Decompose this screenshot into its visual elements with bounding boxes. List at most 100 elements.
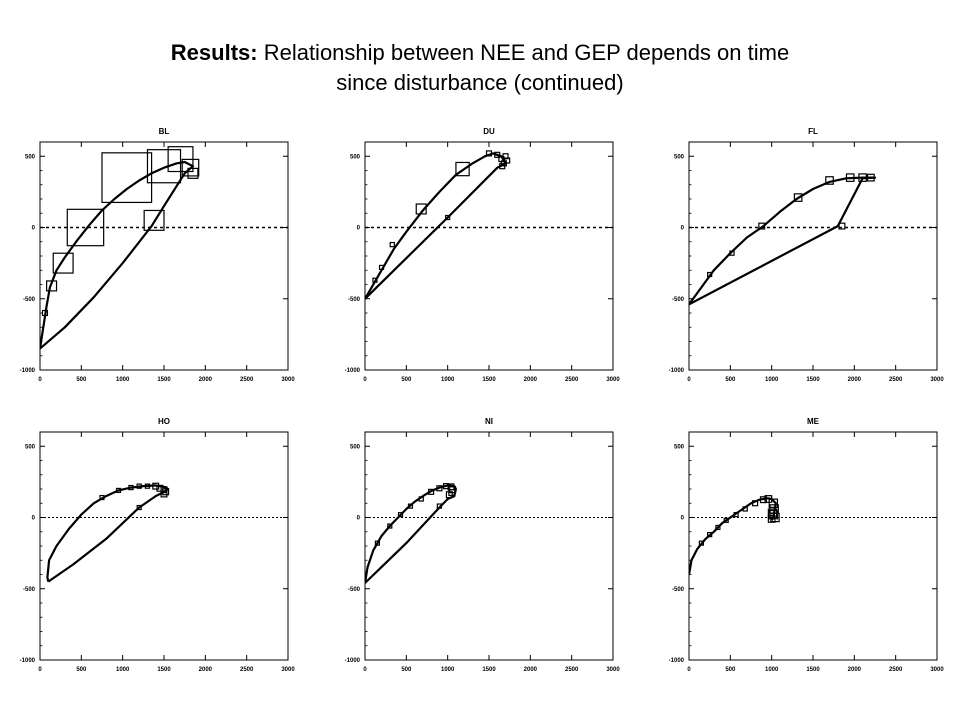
data-marker [160, 486, 168, 494]
y-tick-label: -500 [672, 297, 685, 303]
x-tick-label: 0 [363, 667, 367, 673]
slide-title: Results: Relationship between NEE and GE… [0, 38, 960, 98]
data-marker [485, 150, 493, 157]
data-marker [436, 485, 443, 492]
x-tick-label: 3000 [930, 377, 944, 383]
data-marker [499, 163, 506, 170]
data-marker [101, 152, 153, 204]
x-tick-label: 2000 [524, 377, 538, 383]
data-marker [143, 209, 165, 231]
x-tick-label: 3000 [281, 377, 295, 383]
x-tick-label: 2500 [565, 667, 579, 673]
y-tick-label: -500 [672, 587, 685, 593]
x-tick-label: 1000 [116, 667, 130, 673]
y-tick-label: -1000 [20, 368, 36, 374]
data-marker [838, 222, 846, 230]
x-tick-label: 3000 [606, 377, 620, 383]
x-tick-label: 2500 [240, 667, 254, 673]
data-marker [136, 504, 142, 511]
x-tick-label: 1000 [765, 377, 779, 383]
data-marker [152, 482, 160, 490]
data-marker [715, 524, 721, 531]
y-tick-label: 0 [357, 226, 361, 232]
data-marker [502, 153, 509, 160]
x-tick-label: 2000 [524, 667, 538, 673]
plot-area [689, 173, 877, 306]
x-tick-label: 3000 [930, 667, 944, 673]
x-tick-label: 500 [76, 377, 87, 383]
data-marker [455, 161, 470, 177]
chart-panel-bl: BL 0 500 1000 1500 2000 2500 3000 -1000 -500 0 500 [20, 127, 296, 383]
data-marker [436, 503, 443, 509]
data-marker [752, 500, 759, 507]
y-tick-label: -500 [23, 297, 36, 303]
x-tick-label: 1500 [157, 667, 171, 673]
x-tick-label: 1500 [157, 377, 171, 383]
data-marker [767, 515, 776, 523]
data-marker [160, 490, 168, 498]
data-marker [742, 506, 748, 512]
data-marker [41, 309, 49, 317]
chart-panel-ni: NI 0 500 1000 1500 2000 2500 3000 -1000 -500 0 500 [345, 417, 621, 673]
data-marker [146, 149, 182, 184]
plot-frame [688, 431, 938, 661]
series-line-1 [46, 484, 170, 583]
panel-title: ME [807, 417, 820, 426]
data-marker [825, 176, 834, 185]
y-tick-label: -1000 [345, 368, 361, 374]
panel-title: HO [158, 417, 170, 426]
title-line-1-rest: Relationship between NEE and GEP depends… [263, 40, 790, 65]
data-marker [415, 203, 427, 215]
panel-title: NI [485, 417, 493, 426]
y-tick-label: 500 [350, 154, 361, 160]
plot-area [46, 482, 170, 583]
x-tick-label: 1000 [441, 667, 455, 673]
plot-area [689, 495, 780, 575]
data-marker [136, 483, 142, 489]
series-line-1 [689, 176, 877, 306]
x-tick-label: 500 [725, 667, 736, 673]
data-marker [156, 484, 164, 492]
data-marker [845, 173, 855, 182]
x-tick-label: 1500 [482, 377, 496, 383]
data-marker [729, 250, 735, 256]
data-marker [181, 158, 200, 177]
data-marker [733, 512, 739, 518]
x-tick-label: 500 [725, 377, 736, 383]
data-marker [418, 496, 424, 502]
x-tick-label: 0 [38, 667, 42, 673]
data-marker [723, 517, 729, 523]
data-marker [494, 151, 501, 158]
x-tick-label: 500 [401, 667, 412, 673]
y-tick-label: 0 [357, 516, 361, 522]
x-tick-label: 3000 [281, 667, 295, 673]
x-tick-label: 2500 [889, 667, 903, 673]
data-marker [387, 523, 393, 529]
data-marker [698, 540, 705, 546]
y-tick-label: -1000 [669, 368, 685, 374]
x-tick-label: 1500 [806, 377, 820, 383]
data-marker [46, 280, 58, 292]
x-tick-label: 1000 [441, 377, 455, 383]
data-marker [52, 252, 74, 274]
chart-panel-fl: FL 0 500 1000 1500 2000 2500 3000 -1000 -500 0 500 [669, 127, 945, 383]
title-line-1: Results: Relationship between NEE and GE… [0, 38, 960, 68]
data-marker [504, 157, 511, 164]
panel-title: BL [159, 127, 170, 136]
x-tick-label: 2000 [199, 377, 213, 383]
data-marker [389, 241, 395, 248]
x-tick-label: 2500 [565, 377, 579, 383]
y-tick-label: 500 [25, 154, 36, 160]
plot-frame [39, 141, 289, 371]
data-marker [707, 271, 713, 278]
x-tick-label: 3000 [606, 667, 620, 673]
y-tick-label: -1000 [345, 658, 361, 664]
x-tick-label: 0 [687, 377, 691, 383]
plot-frame [39, 431, 289, 661]
data-marker [768, 498, 779, 508]
data-marker [445, 214, 451, 221]
data-marker [115, 487, 122, 494]
y-tick-label: 0 [32, 226, 36, 232]
data-marker [187, 167, 199, 179]
